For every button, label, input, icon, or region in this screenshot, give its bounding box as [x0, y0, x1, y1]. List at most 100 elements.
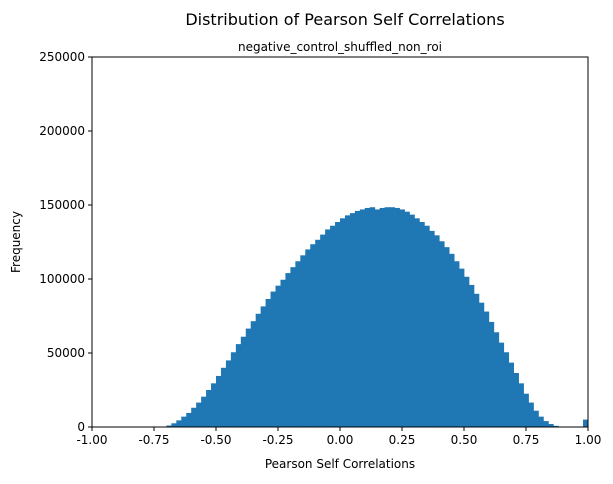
histogram-bar — [404, 212, 409, 427]
histogram-bar — [350, 213, 355, 427]
histogram-bar — [216, 376, 221, 427]
histogram-bar — [290, 267, 295, 427]
histogram-bar — [335, 222, 340, 427]
bars-group — [166, 207, 588, 427]
histogram-bar — [459, 269, 464, 427]
histogram-bar — [241, 337, 246, 427]
histogram-bar — [429, 231, 434, 427]
y-tick-label: 250000 — [39, 50, 85, 64]
histogram-bar — [251, 321, 256, 427]
histogram-bar — [514, 373, 519, 427]
histogram-bar — [504, 352, 509, 427]
histogram-bar — [360, 209, 365, 427]
histogram-bar — [414, 218, 419, 427]
histogram-bar — [176, 420, 181, 427]
histogram-bar — [246, 329, 251, 427]
histogram-bar — [305, 249, 310, 427]
histogram-bar — [271, 292, 276, 427]
histogram-bar — [345, 215, 350, 427]
histogram-bar — [355, 211, 360, 427]
y-tick-label: 200000 — [39, 124, 85, 138]
y-tick-label: 0 — [77, 420, 85, 434]
histogram-bar — [444, 247, 449, 427]
histogram-bar — [469, 285, 474, 427]
y-tick-label: 100000 — [39, 272, 85, 286]
chart-subtitle: negative_control_shuffled_non_roi — [238, 40, 442, 54]
histogram-bar — [196, 403, 201, 427]
histogram-bar — [226, 360, 231, 427]
histogram-bar — [256, 314, 261, 427]
histogram-bar — [454, 261, 459, 427]
histogram-bar — [365, 208, 370, 427]
histogram-bar — [370, 207, 375, 427]
histogram-bar — [236, 344, 241, 427]
y-axis-label: Frequency — [9, 211, 23, 273]
x-tick-label: -0.75 — [138, 433, 169, 447]
histogram-bar — [449, 254, 454, 427]
histogram-bar — [400, 209, 405, 427]
histogram-bar — [211, 383, 216, 427]
histogram-bar — [533, 411, 538, 427]
histogram-bar — [261, 306, 266, 427]
histogram-bar — [280, 280, 285, 427]
histogram-bar — [206, 390, 211, 427]
histogram-bar — [171, 423, 176, 427]
histogram-bar — [276, 286, 281, 427]
histogram-bar — [484, 312, 489, 427]
histogram-bar — [221, 368, 226, 427]
histogram-bar — [419, 222, 424, 427]
x-tick-label: 0.25 — [389, 433, 416, 447]
y-axis: 0 50000 100000 150000 200000 250000 — [39, 50, 92, 434]
histogram-bar — [375, 209, 380, 427]
histogram-bar — [474, 294, 479, 427]
histogram-bar — [320, 235, 325, 427]
histogram-bar — [340, 218, 345, 427]
histogram-bar — [439, 241, 444, 427]
histogram-bar — [181, 417, 186, 427]
x-tick-label: -0.50 — [200, 433, 231, 447]
histogram-bar — [390, 207, 395, 427]
histogram-bar — [330, 226, 335, 427]
x-axis: -1.00 -0.75 -0.50 -0.25 0.00 0.25 0.50 0.75 1.00 — [76, 427, 601, 447]
histogram-bar — [434, 235, 439, 427]
histogram-bar — [519, 383, 524, 427]
histogram-bar — [494, 332, 499, 427]
x-tick-label: 0.50 — [451, 433, 478, 447]
histogram-bar — [315, 240, 320, 427]
x-tick-label: -0.25 — [262, 433, 293, 447]
x-axis-label: Pearson Self Correlations — [265, 457, 415, 471]
histogram-bar — [509, 363, 514, 427]
histogram-bar — [479, 303, 484, 427]
histogram-bar — [409, 215, 414, 427]
y-tick-label: 150000 — [39, 198, 85, 212]
histogram-bar — [424, 226, 429, 427]
histogram-bar — [285, 273, 290, 427]
histogram-bar — [231, 352, 236, 427]
histogram-bar — [201, 397, 206, 427]
histogram-bar — [310, 244, 315, 427]
histogram-bar — [186, 413, 191, 427]
x-tick-label: 1.00 — [575, 433, 602, 447]
histogram-bar — [266, 299, 271, 427]
histogram-bar — [543, 421, 548, 427]
histogram-bar — [464, 277, 469, 427]
histogram-bar — [385, 207, 390, 427]
histogram-bar — [528, 403, 533, 427]
histogram-bar — [538, 417, 543, 427]
histogram-bar — [489, 322, 494, 427]
y-tick-label: 50000 — [47, 346, 85, 360]
x-tick-label: 0.00 — [327, 433, 354, 447]
histogram-bar — [295, 261, 300, 427]
histogram-bar — [380, 208, 385, 427]
histogram-bar — [300, 255, 305, 427]
histogram-bar — [191, 408, 196, 427]
histogram-bar — [325, 229, 330, 427]
histogram-bar — [395, 208, 400, 427]
x-tick-label: 0.75 — [513, 433, 540, 447]
histogram-bar — [499, 343, 504, 427]
histogram-bar — [524, 394, 529, 427]
x-tick-label: -1.00 — [76, 433, 107, 447]
chart-title: Distribution of Pearson Self Correlation… — [185, 10, 504, 29]
